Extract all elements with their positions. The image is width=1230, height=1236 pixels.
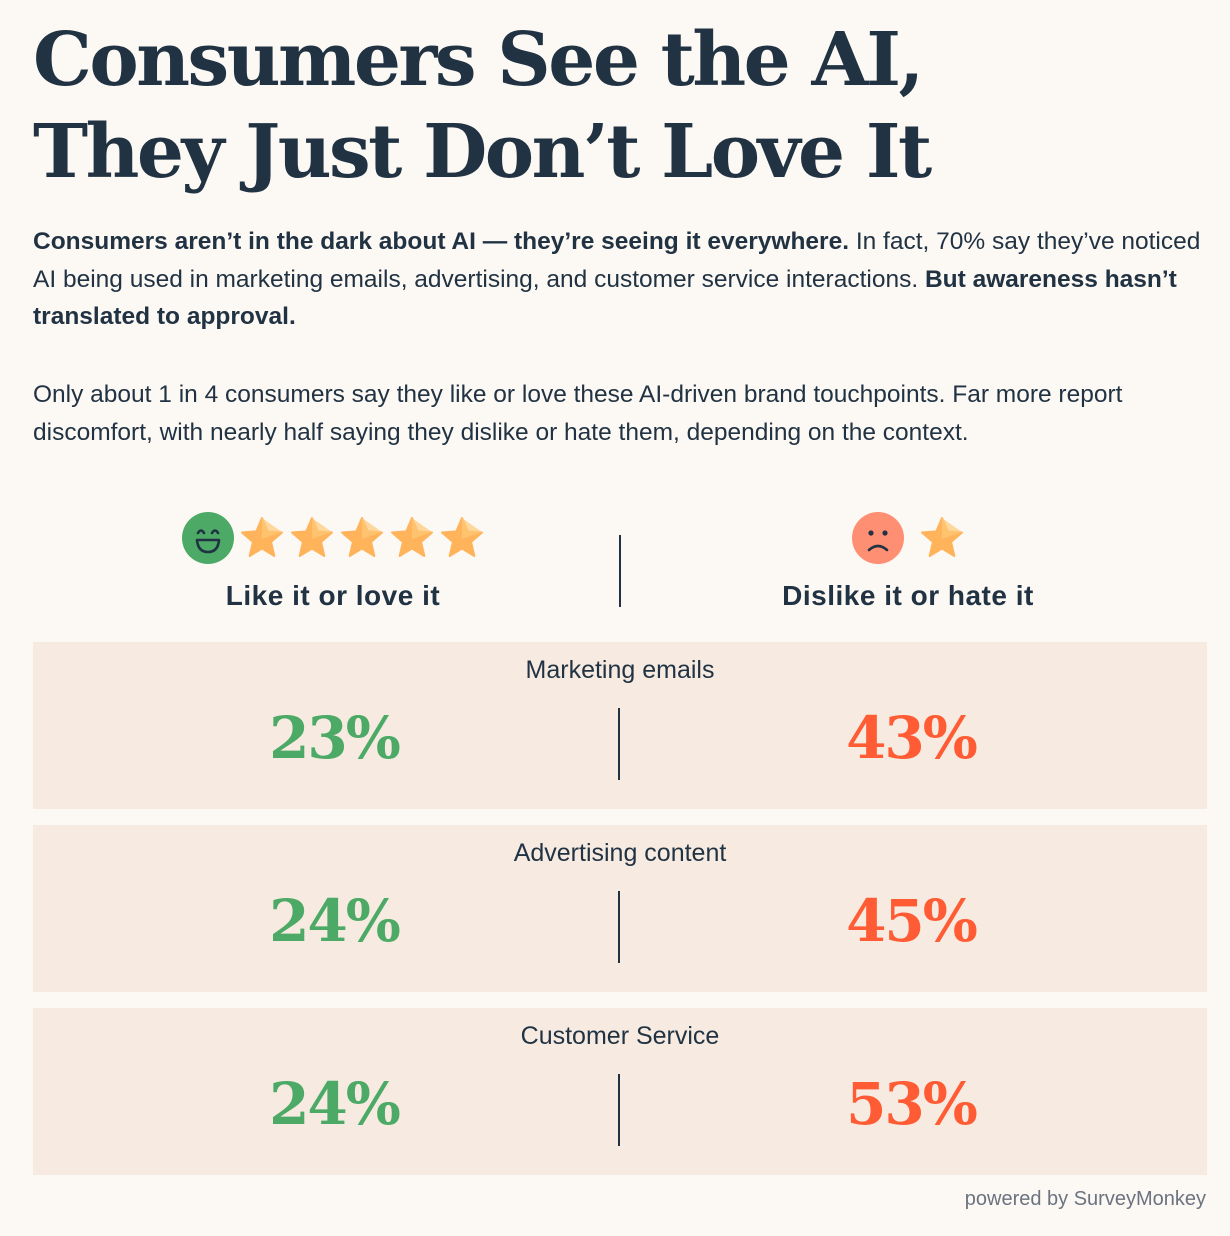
dislike-star-rating [919,515,965,561]
star-icon [391,517,433,557]
table-row: Customer Service 24% 53% [33,1008,1207,1175]
like-column-label: Like it or love it [225,580,441,611]
dislike-column-label: Dislike it or hate it [782,580,1034,611]
like-star-rating [239,515,485,561]
table-row: Marketing emails 23% 43% [33,642,1207,809]
row-category-label: Advertising content [513,839,727,867]
dislike-column-header: Dislike it or hate it [615,510,1201,612]
dislike-percentage: 45% [846,887,978,955]
star-icon [291,517,333,557]
like-percentage: 23% [269,704,401,772]
dislike-percentage: 43% [846,704,978,772]
detail-paragraph: Only about 1 in 4 consumers say they lik… [33,381,1123,446]
smiling-face-icon [182,512,234,564]
page-title: Consumers See the AI, They Just Don’t Lo… [33,14,1213,198]
dislike-percentage: 53% [846,1070,978,1138]
star-icon [441,517,483,557]
row-category-label: Marketing emails [525,656,715,684]
footer-credit: powered by SurveyMonkey [964,1188,1206,1210]
star-icon [241,517,283,557]
like-column-header: Like it or love it [40,510,626,612]
like-percentage: 24% [269,1070,401,1138]
row-divider [618,708,620,780]
title-line-1: Consumers See the AI, [33,17,924,103]
row-divider [618,891,620,963]
row-divider [618,1074,620,1146]
star-icon [921,517,963,557]
intro-paragraph: Consumers aren’t in the dark about AI — … [33,223,1218,336]
header-divider [619,535,621,607]
title-line-2: They Just Don’t Love It [33,109,932,195]
like-percentage: 24% [269,887,401,955]
table-row: Advertising content 24% 45% [33,825,1207,992]
row-category-label: Customer Service [520,1022,720,1050]
like-icons [40,510,626,566]
comparison-table: Marketing emails 23% 43% Advertising conten… [33,642,1207,1191]
dislike-icons [615,510,1201,566]
star-icon [341,517,383,557]
frowning-face-icon [852,512,904,564]
intro-text: In fact, 70% say they’ve noticed AI bein… [33,228,1201,293]
intro-bold-conclusion: But awareness hasn’t translated to appro… [33,265,1177,331]
intro-bold-lead: Consumers aren’t in the dark about AI — … [33,228,850,255]
